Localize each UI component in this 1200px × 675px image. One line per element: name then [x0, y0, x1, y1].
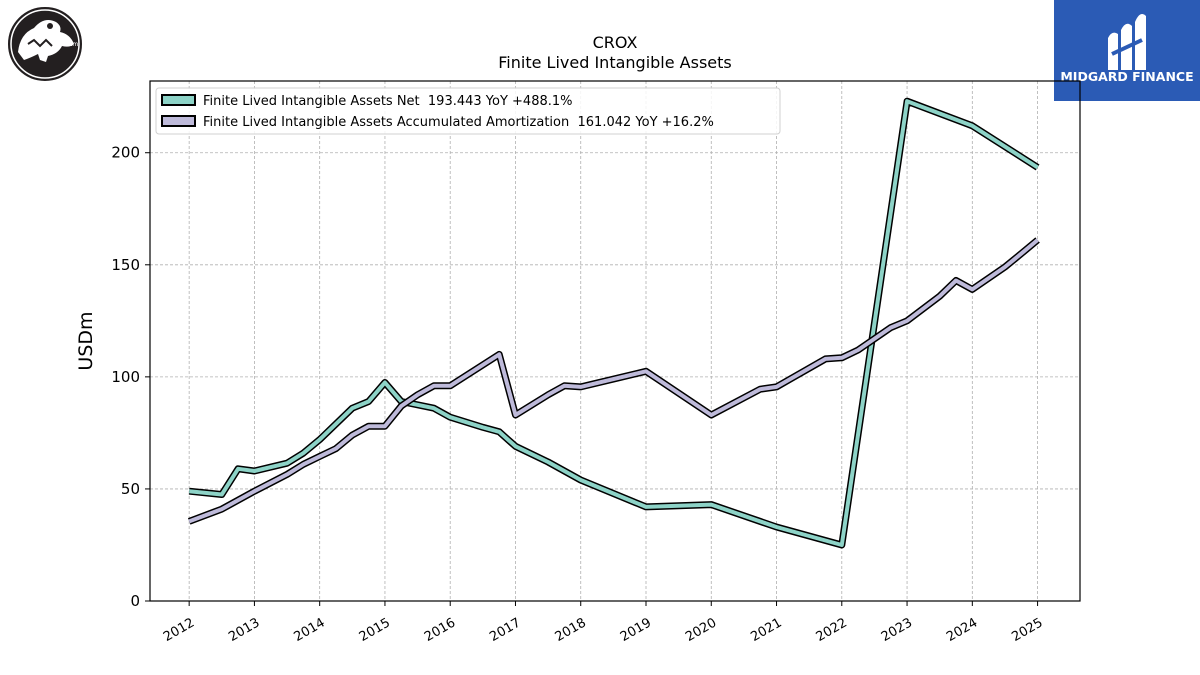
- x-tick-label: 2019: [618, 615, 654, 645]
- y-tick-label: 100: [111, 368, 140, 386]
- y-axis-label: USDm: [75, 311, 97, 370]
- series-1-outline: [188, 97, 1040, 549]
- x-tick-label: 2013: [226, 615, 262, 645]
- x-tick-label: 2014: [292, 615, 328, 645]
- series-1-line: [188, 99, 1039, 547]
- brand-logo: MIDGARD FINANCE: [1054, 0, 1200, 101]
- midgard-logo-icon: [1108, 14, 1146, 70]
- chart-subtitle: Finite Lived Intangible Assets: [498, 53, 731, 72]
- legend: Finite Lived Intangible Assets Net 193.4…: [155, 87, 781, 135]
- plot-frame: [149, 80, 1081, 602]
- legend-swatch-net: [161, 94, 196, 106]
- series-lines: [187, 97, 1040, 549]
- legend-box: [155, 87, 781, 135]
- x-tick-label: 2024: [944, 615, 980, 645]
- x-axis: 2012 2013 2014 2015 2016 2017 2018 2019 2020 2021…: [161, 601, 1046, 645]
- x-tick-label: 2015: [357, 615, 393, 645]
- chart-title: CROX: [593, 33, 638, 52]
- brand-name: MIDGARD FINANCE: [1060, 69, 1193, 84]
- x-tick-label: 2025: [1009, 615, 1045, 645]
- svg-text:tm: tm: [70, 41, 78, 48]
- y-axis: 0 50 100 150 200: [111, 144, 150, 610]
- x-tick-label: 2022: [814, 615, 850, 645]
- x-tick-label: 2023: [879, 615, 915, 645]
- y-tick-label: 50: [121, 480, 140, 498]
- x-tick-label: 2016: [422, 615, 458, 645]
- legend-label-net: Finite Lived Intangible Assets Net 193.4…: [203, 94, 573, 109]
- legend-swatch-amortization: [161, 115, 196, 127]
- x-tick-label: 2020: [683, 615, 719, 645]
- x-tick-label: 2018: [553, 615, 589, 645]
- x-tick-label: 2017: [487, 615, 523, 645]
- series-2-line: [188, 238, 1039, 524]
- crocodile-logo-icon: tm: [6, 5, 84, 83]
- y-tick-label: 150: [111, 256, 140, 274]
- y-tick-label: 200: [111, 144, 140, 162]
- y-tick-label: 0: [130, 592, 140, 610]
- legend-label-amortization: Finite Lived Intangible Assets Accumulat…: [203, 115, 714, 130]
- x-tick-label: 2012: [161, 615, 197, 645]
- grid-lines: [150, 81, 1080, 602]
- x-tick-label: 2021: [748, 615, 784, 645]
